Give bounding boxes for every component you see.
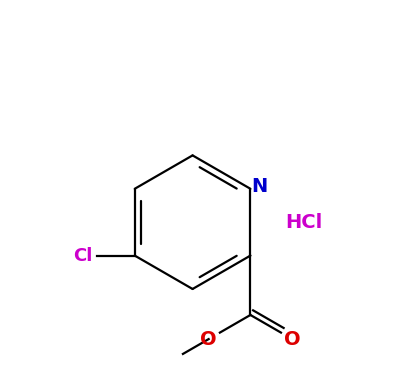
Text: Cl: Cl <box>73 246 92 264</box>
Text: O: O <box>200 330 217 348</box>
Text: O: O <box>284 330 300 348</box>
Text: HCl: HCl <box>285 213 322 232</box>
Text: N: N <box>252 177 268 196</box>
